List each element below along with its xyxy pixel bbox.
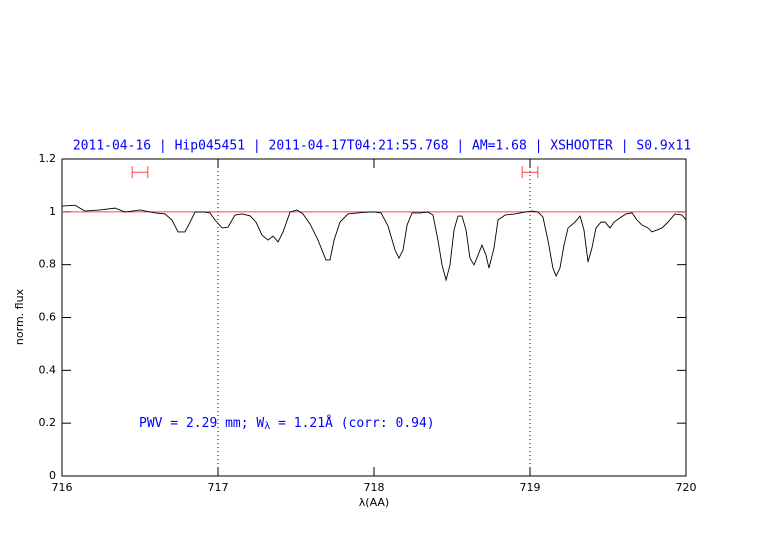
y-tick-label: 1 <box>49 205 56 218</box>
x-tick-label: 717 <box>208 481 229 494</box>
y-tick-label: 1.2 <box>39 152 57 165</box>
continuum-window <box>521 166 539 179</box>
y-axis-label: norm. flux <box>13 288 26 345</box>
spectrum-line <box>61 204 687 282</box>
x-tick-label: 718 <box>364 481 385 494</box>
x-tick-label: 720 <box>676 481 697 494</box>
annotation-text: = 1.21Å (corr: 0.94) <box>270 415 434 431</box>
x-axis-label: λ(AA) <box>359 496 389 509</box>
annotation-subscript: λ <box>264 421 270 432</box>
annotation: PWV = 2.29 mm; Wλ = 1.21Å (corr: 0.94) <box>139 415 435 433</box>
y-tick-label: 0.6 <box>39 311 57 324</box>
annotation-text: PWV = 2.29 mm; W <box>139 416 264 431</box>
y-tick-label: 0.2 <box>39 416 57 429</box>
continuum-window <box>131 166 149 179</box>
x-tick-label: 719 <box>520 481 541 494</box>
y-tick-label: 0 <box>49 469 56 482</box>
y-tick-label: 0.8 <box>39 258 57 271</box>
chart-title: 2011-04-16 | Hip045451 | 2011-04-17T04:2… <box>73 139 691 154</box>
x-tick-label: 716 <box>52 481 73 494</box>
y-tick-label: 0.4 <box>39 363 57 376</box>
